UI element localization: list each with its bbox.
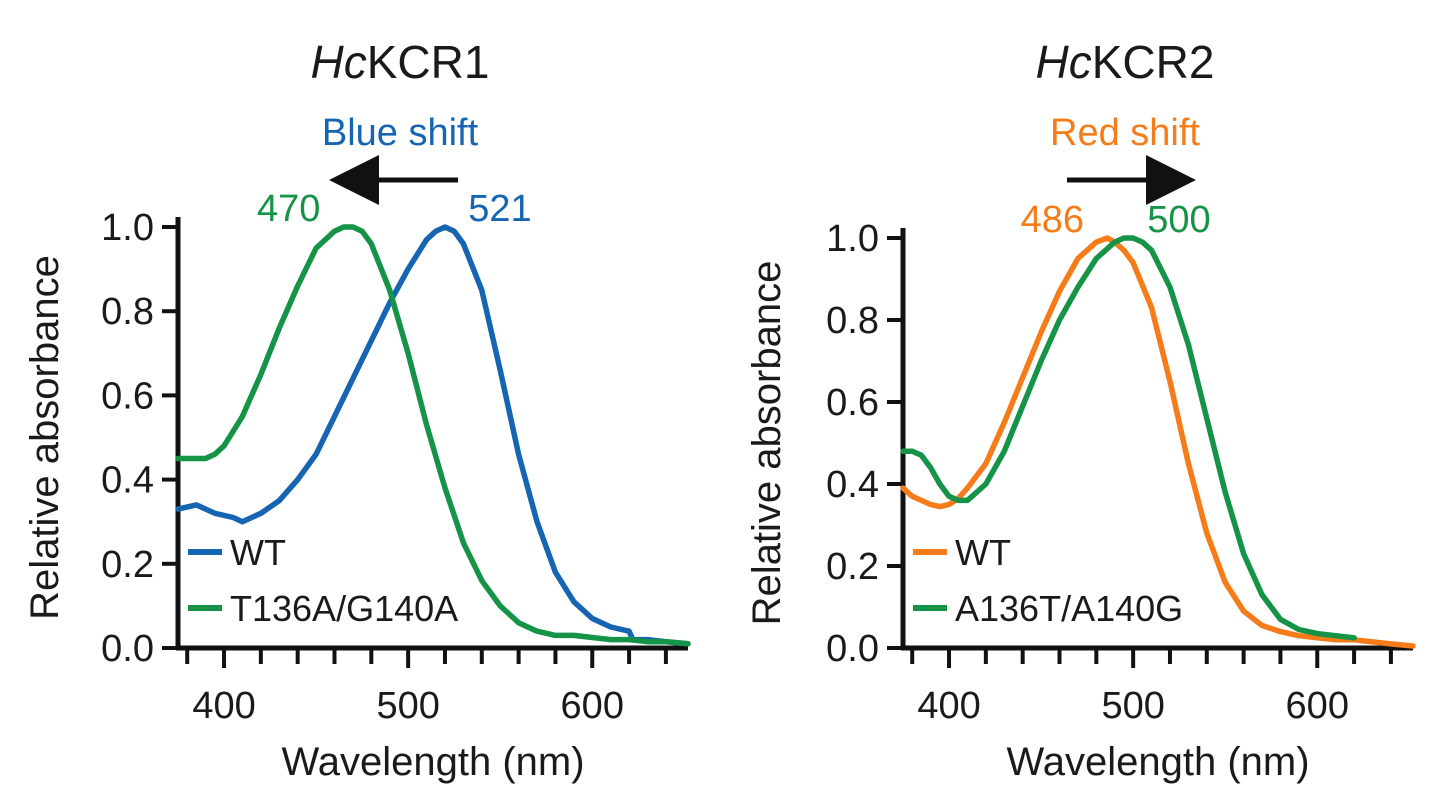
chart-panel-2: HcKCR2 Red shift 0.0 0.2 0.4 0.6 0.8 1.0 400 500 6… bbox=[745, 36, 1416, 784]
title-main-part: KCR1 bbox=[367, 36, 490, 88]
legend-label: A136T/A140G bbox=[955, 588, 1183, 629]
series-line-a136t-a140g bbox=[900, 235, 1357, 641]
shift-label: Blue shift bbox=[322, 112, 479, 154]
y-tick-label: 0.8 bbox=[826, 300, 879, 342]
y-axis-label: Relative absorbance bbox=[23, 255, 67, 620]
series-line-wt bbox=[175, 224, 691, 647]
peak-label: 500 bbox=[1147, 199, 1210, 241]
x-tick-label: 500 bbox=[1101, 685, 1164, 727]
y-tick-label: 0.4 bbox=[826, 464, 879, 506]
series-line-t136a-g140a bbox=[175, 224, 691, 647]
title-italic-part: Hc bbox=[311, 36, 367, 88]
legend-label: T136A/G140A bbox=[230, 588, 458, 629]
title-italic-part: Hc bbox=[1036, 36, 1092, 88]
series-line-wt bbox=[900, 235, 1416, 649]
chart-panel-1: HcKCR1 Blue shift 0.0 0.2 0.4 0.6 0.8 1.0 400 500… bbox=[23, 36, 691, 784]
peak-label: 470 bbox=[257, 188, 320, 230]
y-tick-label: 0.6 bbox=[101, 375, 154, 417]
x-tick-label: 400 bbox=[917, 685, 980, 727]
y-tick-label: 1.0 bbox=[101, 207, 154, 249]
chart-title: HcKCR2 bbox=[1036, 36, 1215, 88]
peak-label: 486 bbox=[1021, 199, 1084, 241]
legend-label: WT bbox=[955, 532, 1011, 573]
y-tick-label: 0.6 bbox=[826, 382, 879, 424]
y-tick-label: 0.2 bbox=[826, 546, 879, 588]
x-tick-label: 600 bbox=[1286, 685, 1349, 727]
y-tick-label: 1.0 bbox=[826, 218, 879, 260]
peak-label: 521 bbox=[468, 188, 531, 230]
y-axis-label: Relative absorbance bbox=[745, 261, 789, 626]
y-tick-label: 0.2 bbox=[101, 544, 154, 586]
legend-label: WT bbox=[230, 532, 286, 573]
y-tick-label: 0.8 bbox=[101, 291, 154, 333]
x-tick-label: 600 bbox=[561, 685, 624, 727]
shift-label: Red shift bbox=[1050, 112, 1200, 154]
x-axis-label: Wavelength (nm) bbox=[281, 740, 584, 784]
y-tick-label: 0.4 bbox=[101, 460, 154, 502]
y-tick-label: 0.0 bbox=[101, 628, 154, 670]
y-tick-label: 0.0 bbox=[826, 628, 879, 670]
x-axis-label: Wavelength (nm) bbox=[1006, 740, 1309, 784]
chart-title: HcKCR1 bbox=[311, 36, 490, 88]
x-tick-label: 400 bbox=[192, 685, 255, 727]
x-tick-label: 500 bbox=[376, 685, 439, 727]
title-main-part: KCR2 bbox=[1092, 36, 1215, 88]
